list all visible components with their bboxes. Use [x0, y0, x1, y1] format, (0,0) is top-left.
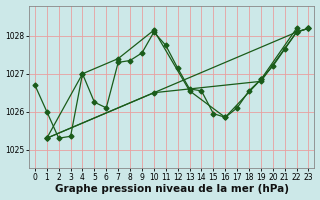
X-axis label: Graphe pression niveau de la mer (hPa): Graphe pression niveau de la mer (hPa) [55, 184, 289, 194]
